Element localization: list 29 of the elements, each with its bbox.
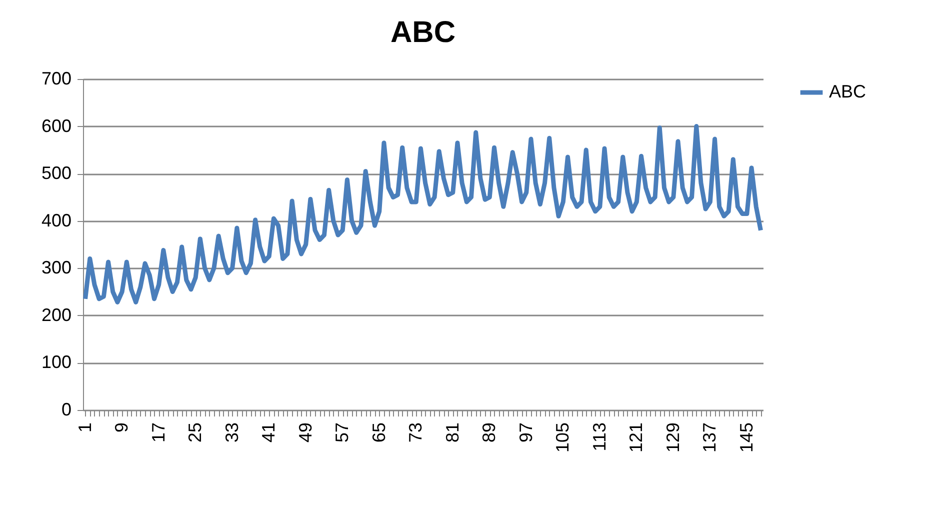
x-tick-label: 129	[662, 422, 683, 453]
x-tick-label: 33	[222, 422, 242, 443]
chart-title: ABC	[390, 16, 456, 49]
x-tick-label: 49	[295, 422, 316, 443]
y-tick-label: 700	[41, 68, 72, 88]
x-tick-label: 121	[626, 422, 646, 453]
x-tick-label: 137	[700, 422, 720, 453]
x-tick-label: 81	[442, 422, 462, 443]
y-tick-label: 500	[41, 163, 72, 184]
y-tick-label: 200	[41, 304, 72, 325]
y-tick-label: 300	[41, 258, 72, 278]
x-tick-label: 9	[112, 422, 132, 433]
x-tick-label: 25	[185, 422, 206, 443]
x-tick-label: 89	[479, 422, 500, 443]
y-tick-label: 600	[41, 116, 72, 136]
x-tick-label: 41	[258, 422, 279, 443]
x-tick-label: 113	[589, 422, 610, 452]
x-tick-label: 105	[552, 422, 573, 453]
y-tick-label: 0	[61, 400, 72, 420]
x-tick-label: 65	[368, 422, 389, 443]
x-tick-label: 1	[74, 422, 95, 433]
x-tick-label: 97	[516, 422, 536, 443]
y-tick-label: 100	[41, 352, 72, 372]
x-tick-label: 145	[736, 422, 756, 453]
x-tick-label: 73	[406, 422, 426, 443]
x-tick-label: 57	[332, 422, 352, 443]
y-tick-label: 400	[41, 210, 72, 230]
x-tick-label: 17	[148, 422, 168, 443]
legend-label: ABC	[829, 82, 866, 102]
